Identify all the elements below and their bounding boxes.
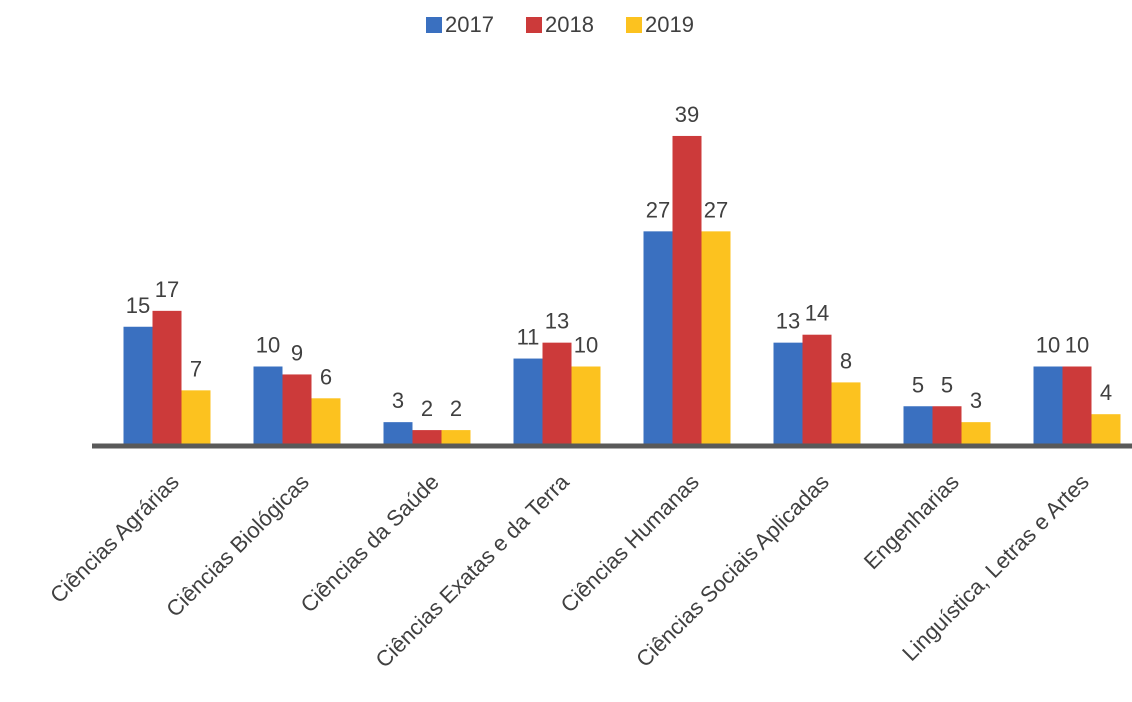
data-label: 4 [1100, 380, 1112, 405]
bar [701, 231, 731, 446]
data-label: 27 [646, 197, 670, 222]
bar [152, 310, 182, 446]
x-tick-label: Ciências Agrárias [45, 469, 184, 608]
legend-label: 2018 [545, 12, 594, 37]
data-label: 3 [970, 388, 982, 413]
legend-label: 2019 [645, 12, 694, 37]
data-label: 8 [840, 348, 852, 373]
data-label: 6 [320, 364, 332, 389]
data-label: 5 [912, 372, 924, 397]
data-label: 17 [155, 277, 179, 302]
data-label: 10 [574, 333, 598, 358]
data-label: 27 [704, 197, 728, 222]
x-tick-label: Ciências Humanas [556, 469, 704, 617]
bar [773, 342, 803, 446]
bar [932, 406, 962, 446]
bar [123, 326, 153, 446]
bar [802, 334, 832, 446]
data-label: 11 [517, 325, 540, 350]
data-label: 7 [190, 356, 202, 381]
bar [513, 358, 543, 446]
bar [542, 342, 572, 446]
data-label: 9 [291, 340, 303, 365]
bar [383, 422, 413, 446]
legend: 2017 2018 2019 [426, 12, 694, 37]
bar [441, 430, 471, 446]
legend-swatch [426, 17, 442, 33]
data-label: 5 [941, 372, 953, 397]
bar [643, 231, 673, 446]
x-tick-label: Ciências Biológicas [161, 469, 314, 622]
data-label: 10 [1065, 333, 1089, 358]
legend-swatch [526, 17, 542, 33]
data-label: 15 [126, 293, 150, 318]
data-label: 2 [450, 396, 462, 421]
bar [1062, 366, 1092, 446]
x-tick-label: Ciências da Saúde [296, 469, 444, 617]
bar [282, 374, 312, 446]
bar [412, 430, 442, 446]
data-label: 2 [421, 396, 433, 421]
legend-label: 2017 [445, 12, 494, 37]
bar [672, 135, 702, 446]
bar [1091, 414, 1121, 446]
data-label: 10 [1036, 333, 1060, 358]
bar [181, 390, 211, 446]
bar [903, 406, 933, 446]
data-label: 3 [392, 388, 404, 413]
data-label: 14 [805, 301, 829, 326]
data-label: 13 [776, 309, 800, 334]
bar [961, 422, 991, 446]
x-tick-label: Engenharias [859, 469, 964, 574]
bar [253, 366, 283, 446]
legend-swatch [626, 17, 642, 33]
bar [1033, 366, 1063, 446]
data-label: 10 [256, 333, 280, 358]
bar [311, 398, 341, 446]
data-label: 13 [545, 309, 569, 334]
data-label: 39 [675, 102, 699, 127]
bar [571, 366, 601, 446]
bar [831, 382, 861, 446]
